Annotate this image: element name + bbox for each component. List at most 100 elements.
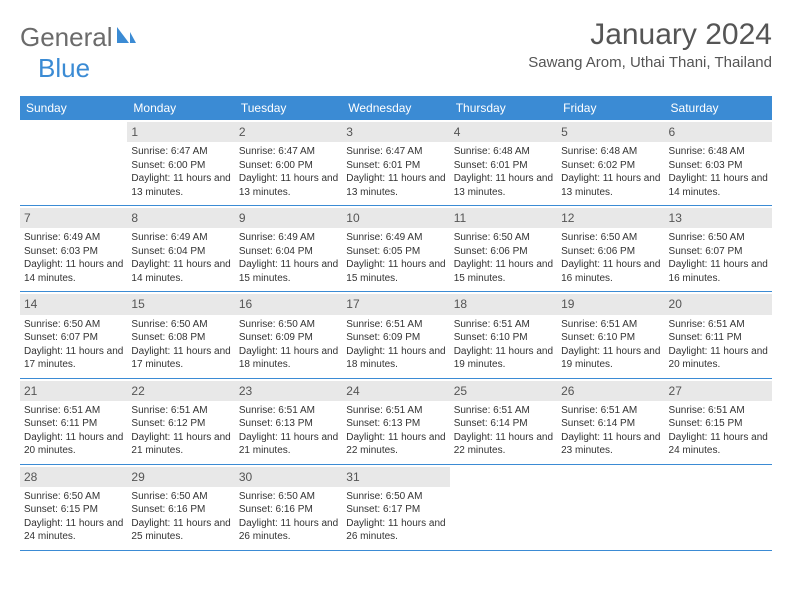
week-row: 28Sunrise: 6:50 AMSunset: 6:15 PMDayligh… (20, 465, 772, 551)
daylight-text: Daylight: 11 hours and 19 minutes. (561, 345, 660, 372)
sunrise-text: Sunrise: 6:51 AM (346, 404, 445, 418)
day-cell: 27Sunrise: 6:51 AMSunset: 6:15 PMDayligh… (665, 379, 772, 464)
sunset-text: Sunset: 6:03 PM (669, 159, 768, 173)
daylight-text: Daylight: 11 hours and 25 minutes. (131, 517, 230, 544)
day-cell: 5Sunrise: 6:48 AMSunset: 6:02 PMDaylight… (557, 120, 664, 205)
day-number: 25 (450, 381, 557, 401)
sunrise-text: Sunrise: 6:51 AM (669, 318, 768, 332)
week-row: 14Sunrise: 6:50 AMSunset: 6:07 PMDayligh… (20, 292, 772, 378)
sunset-text: Sunset: 6:09 PM (239, 331, 338, 345)
day-number: 20 (665, 294, 772, 314)
sunset-text: Sunset: 6:00 PM (239, 159, 338, 173)
sunrise-text: Sunrise: 6:48 AM (669, 145, 768, 159)
daylight-text: Daylight: 11 hours and 19 minutes. (454, 345, 553, 372)
logo: General (20, 18, 139, 53)
daylight-text: Daylight: 11 hours and 26 minutes. (346, 517, 445, 544)
sunrise-text: Sunrise: 6:51 AM (669, 404, 768, 418)
daylight-text: Daylight: 11 hours and 18 minutes. (346, 345, 445, 372)
sunset-text: Sunset: 6:15 PM (24, 503, 123, 517)
daylight-text: Daylight: 11 hours and 17 minutes. (131, 345, 230, 372)
day-number: 14 (20, 294, 127, 314)
sunset-text: Sunset: 6:11 PM (669, 331, 768, 345)
day-cell: 1Sunrise: 6:47 AMSunset: 6:00 PMDaylight… (127, 120, 234, 205)
sunset-text: Sunset: 6:03 PM (24, 245, 123, 259)
day-number: 5 (557, 122, 664, 142)
daylight-text: Daylight: 11 hours and 20 minutes. (669, 345, 768, 372)
day-number: 26 (557, 381, 664, 401)
logo-text-blue: Blue (38, 53, 90, 84)
day-cell: 26Sunrise: 6:51 AMSunset: 6:14 PMDayligh… (557, 379, 664, 464)
day-number: 8 (127, 208, 234, 228)
sunset-text: Sunset: 6:09 PM (346, 331, 445, 345)
day-number: 12 (557, 208, 664, 228)
week-row: 21Sunrise: 6:51 AMSunset: 6:11 PMDayligh… (20, 379, 772, 465)
sunrise-text: Sunrise: 6:50 AM (454, 231, 553, 245)
day-number: 17 (342, 294, 449, 314)
sunrise-text: Sunrise: 6:51 AM (561, 318, 660, 332)
day-cell: 3Sunrise: 6:47 AMSunset: 6:01 PMDaylight… (342, 120, 449, 205)
day-cell: 17Sunrise: 6:51 AMSunset: 6:09 PMDayligh… (342, 292, 449, 377)
day-number: 11 (450, 208, 557, 228)
title-block: January 2024 Sawang Arom, Uthai Thani, T… (528, 18, 772, 71)
day-cell: 24Sunrise: 6:51 AMSunset: 6:13 PMDayligh… (342, 379, 449, 464)
month-title: January 2024 (528, 18, 772, 52)
sunrise-text: Sunrise: 6:50 AM (346, 490, 445, 504)
day-number: 9 (235, 208, 342, 228)
sunset-text: Sunset: 6:02 PM (561, 159, 660, 173)
daylight-text: Daylight: 11 hours and 16 minutes. (669, 258, 768, 285)
sunset-text: Sunset: 6:04 PM (131, 245, 230, 259)
sunset-text: Sunset: 6:07 PM (669, 245, 768, 259)
day-cell: 8Sunrise: 6:49 AMSunset: 6:04 PMDaylight… (127, 206, 234, 291)
sunrise-text: Sunrise: 6:49 AM (346, 231, 445, 245)
weekday-monday: Monday (127, 96, 234, 120)
day-cell: 20 Sunrise: 6:51 AMSunset: 6:11 PMDayligh… (665, 292, 772, 377)
sail-icon (115, 25, 137, 50)
sunset-text: Sunset: 6:14 PM (454, 417, 553, 431)
day-cell: 13Sunrise: 6:50 AMSunset: 6:07 PMDayligh… (665, 206, 772, 291)
day-cell: 22Sunrise: 6:51 AMSunset: 6:12 PMDayligh… (127, 379, 234, 464)
daylight-text: Daylight: 11 hours and 24 minutes. (24, 517, 123, 544)
day-cell: 28Sunrise: 6:50 AMSunset: 6:15 PMDayligh… (20, 465, 127, 550)
week-row: 7Sunrise: 6:49 AMSunset: 6:03 PMDaylight… (20, 206, 772, 292)
day-number: 1 (127, 122, 234, 142)
daylight-text: Daylight: 11 hours and 15 minutes. (454, 258, 553, 285)
daylight-text: Daylight: 11 hours and 13 minutes. (454, 172, 553, 199)
sunrise-text: Sunrise: 6:50 AM (239, 490, 338, 504)
weekday-thursday: Thursday (450, 96, 557, 120)
sunset-text: Sunset: 6:01 PM (346, 159, 445, 173)
sunset-text: Sunset: 6:12 PM (131, 417, 230, 431)
sunrise-text: Sunrise: 6:49 AM (239, 231, 338, 245)
sunrise-text: Sunrise: 6:47 AM (346, 145, 445, 159)
sunset-text: Sunset: 6:15 PM (669, 417, 768, 431)
calendar: Sunday Monday Tuesday Wednesday Thursday… (20, 96, 772, 551)
day-cell: 19Sunrise: 6:51 AMSunset: 6:10 PMDayligh… (557, 292, 664, 377)
daylight-text: Daylight: 11 hours and 15 minutes. (346, 258, 445, 285)
daylight-text: Daylight: 11 hours and 13 minutes. (131, 172, 230, 199)
day-number: 28 (20, 467, 127, 487)
day-cell: 15Sunrise: 6:50 AMSunset: 6:08 PMDayligh… (127, 292, 234, 377)
sunset-text: Sunset: 6:16 PM (131, 503, 230, 517)
daylight-text: Daylight: 11 hours and 14 minutes. (24, 258, 123, 285)
sunset-text: Sunset: 6:00 PM (131, 159, 230, 173)
day-number: 18 (450, 294, 557, 314)
sunrise-text: Sunrise: 6:47 AM (239, 145, 338, 159)
sunrise-text: Sunrise: 6:50 AM (131, 490, 230, 504)
day-cell: 7Sunrise: 6:49 AMSunset: 6:03 PMDaylight… (20, 206, 127, 291)
day-number: 24 (342, 381, 449, 401)
day-cell: 23Sunrise: 6:51 AMSunset: 6:13 PMDayligh… (235, 379, 342, 464)
sunset-text: Sunset: 6:14 PM (561, 417, 660, 431)
day-number: 4 (450, 122, 557, 142)
day-cell: 21Sunrise: 6:51 AMSunset: 6:11 PMDayligh… (20, 379, 127, 464)
day-cell: 31Sunrise: 6:50 AMSunset: 6:17 PMDayligh… (342, 465, 449, 550)
weekday-row: Sunday Monday Tuesday Wednesday Thursday… (20, 96, 772, 120)
day-cell (557, 465, 664, 550)
daylight-text: Daylight: 11 hours and 22 minutes. (454, 431, 553, 458)
daylight-text: Daylight: 11 hours and 14 minutes. (669, 172, 768, 199)
day-number: 30 (235, 467, 342, 487)
day-number: 21 (20, 381, 127, 401)
day-number: 2 (235, 122, 342, 142)
sunset-text: Sunset: 6:08 PM (131, 331, 230, 345)
day-cell: 10Sunrise: 6:49 AMSunset: 6:05 PMDayligh… (342, 206, 449, 291)
day-cell: 16Sunrise: 6:50 AMSunset: 6:09 PMDayligh… (235, 292, 342, 377)
day-number: 13 (665, 208, 772, 228)
